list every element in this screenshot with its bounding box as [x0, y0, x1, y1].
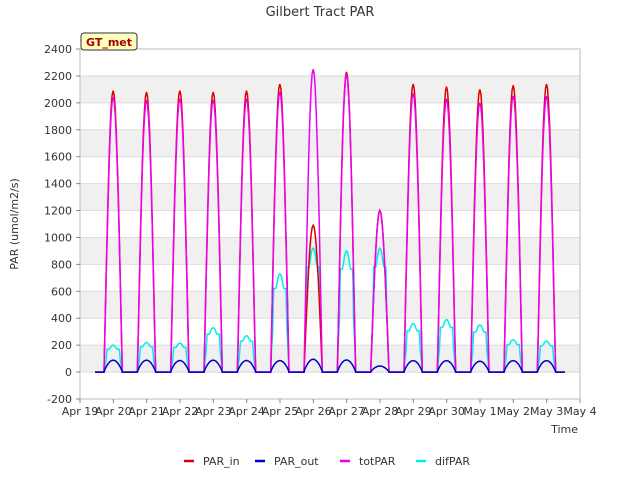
x-tick-label: May 4 — [563, 405, 596, 418]
x-tick-label: Apr 25 — [262, 405, 299, 418]
y-tick-label: 200 — [51, 339, 72, 352]
y-tick-label: 2000 — [44, 97, 72, 110]
chart-title: Gilbert Tract PAR — [266, 5, 375, 20]
y-tick-label: 600 — [51, 285, 72, 298]
y-tick-label: 0 — [65, 366, 72, 379]
grid-band — [80, 291, 580, 319]
x-tick-label: May 3 — [530, 405, 563, 418]
plot-area — [80, 49, 580, 399]
y-axis: -200 0 200 400 600 800 1000 1200 1400 1600 1800 200… — [44, 43, 80, 406]
x-tick-label: May 2 — [497, 405, 530, 418]
grid-band — [80, 237, 580, 265]
station-label: GT_met — [86, 36, 132, 49]
series-line-par-out — [95, 358, 565, 373]
legend: PAR_in PAR_out totPAR difPAR — [184, 455, 470, 468]
grid-band — [80, 183, 580, 211]
legend-label: PAR_in — [203, 455, 240, 468]
x-tick-label: Apr 20 — [95, 405, 132, 418]
y-tick-label: 1600 — [44, 151, 72, 164]
legend-item-difpar: difPAR — [416, 455, 470, 468]
legend-label: difPAR — [435, 455, 470, 468]
legend-item-par-out: PAR_out — [255, 455, 319, 468]
x-tick-label: May 1 — [463, 405, 496, 418]
y-tick-label: 2400 — [44, 43, 72, 56]
series-layer — [95, 69, 565, 373]
x-tick-label: Apr 22 — [162, 405, 199, 418]
x-tick-label: Apr 21 — [128, 405, 165, 418]
x-axis-label: Time — [550, 423, 578, 436]
grid-band — [80, 75, 580, 103]
plot-frame — [79, 48, 581, 400]
legend-item-totpar: totPAR — [340, 455, 396, 468]
grid-band — [80, 345, 580, 373]
y-tick-label: -200 — [47, 393, 72, 406]
x-tick-label: Apr 28 — [362, 405, 399, 418]
station-label-box: GT_met — [80, 32, 138, 51]
x-tick-label: Apr 29 — [395, 405, 432, 418]
y-tick-label: 1000 — [44, 231, 72, 244]
grid-band — [80, 129, 580, 157]
x-tick-label: Apr 19 — [62, 405, 99, 418]
x-tick-label: Apr 26 — [295, 405, 332, 418]
y-tick-label: 2200 — [44, 70, 72, 83]
legend-label: PAR_out — [274, 455, 319, 468]
x-tick-label: Apr 24 — [228, 405, 265, 418]
y-tick-label: 400 — [51, 312, 72, 325]
y-tick-label: 800 — [51, 258, 72, 271]
y-axis-label: PAR (umol/m2/s) — [8, 178, 21, 270]
y-tick-label: 1800 — [44, 124, 72, 137]
x-tick-label: Apr 30 — [428, 405, 465, 418]
x-tick-label: Apr 27 — [328, 405, 365, 418]
x-tick-label: Apr 23 — [195, 405, 232, 418]
y-tick-label: 1200 — [44, 205, 72, 218]
legend-item-par-in: PAR_in — [184, 455, 240, 468]
y-tick-label: 1400 — [44, 178, 72, 191]
legend-label: totPAR — [359, 455, 396, 468]
